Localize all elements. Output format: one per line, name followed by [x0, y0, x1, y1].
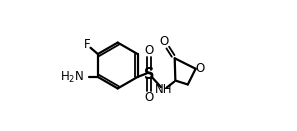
Text: NH: NH — [155, 83, 172, 96]
Text: O: O — [195, 62, 204, 75]
Text: O: O — [145, 44, 154, 57]
Text: H$_2$N: H$_2$N — [60, 69, 84, 84]
Text: S: S — [144, 67, 154, 81]
Text: F: F — [83, 38, 90, 51]
Text: O: O — [159, 35, 169, 48]
Text: O: O — [145, 91, 154, 104]
